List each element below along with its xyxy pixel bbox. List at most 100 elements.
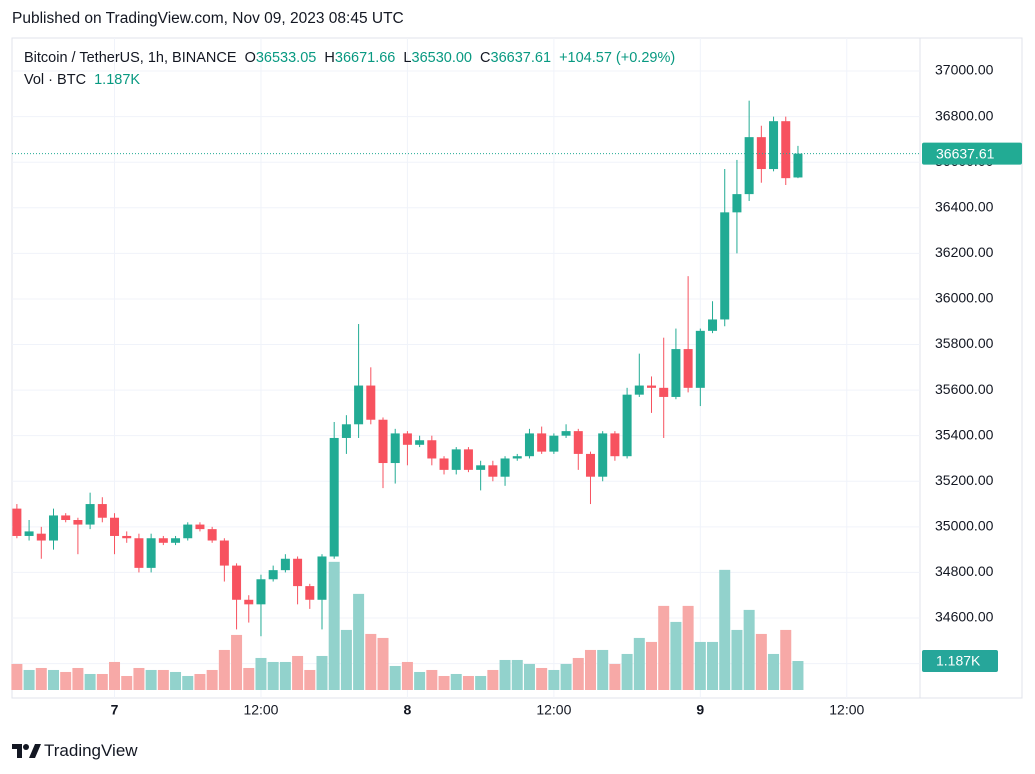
y-tick-label: 34800.00 [935, 563, 994, 579]
candle-body [537, 433, 547, 452]
candle-body [171, 538, 181, 543]
volume-box [922, 650, 998, 673]
candle-body [36, 533, 46, 541]
y-tick-label: 36800.00 [935, 107, 994, 123]
x-tick-label: 9 [696, 702, 704, 718]
candle-body [524, 433, 534, 457]
ohlc-key: O [244, 50, 256, 66]
volume-bar [206, 669, 218, 690]
brand-logo [12, 744, 41, 758]
volume-bar [426, 669, 438, 690]
volume-bar [60, 671, 72, 690]
candle-body [512, 456, 522, 459]
volume-bar [780, 629, 792, 690]
volume-bar [279, 661, 291, 690]
candle-body [97, 504, 107, 518]
candle-body [634, 385, 644, 395]
y-tick-label: 36000.00 [935, 290, 994, 306]
volume-bar [499, 659, 511, 690]
volume-bar [316, 655, 328, 690]
volume-bar [475, 675, 487, 690]
candle-body [683, 349, 693, 388]
x-tick-label: 12:00 [243, 702, 278, 718]
candle-body [390, 433, 400, 464]
volume-bar [450, 673, 462, 690]
candle-body [451, 449, 461, 470]
candle-body [610, 433, 620, 457]
volume-bar [292, 655, 304, 690]
candle-body [720, 212, 730, 320]
plot-frame [11, 37, 1023, 699]
symbol-title: Bitcoin / TetherUS, 1h, BINANCE [24, 50, 237, 66]
volume-bar [255, 657, 267, 690]
volume-bar [719, 569, 731, 690]
volume-bar [731, 629, 743, 690]
candle-body [671, 349, 681, 397]
candle-body [732, 194, 742, 213]
y-tick-label: 36400.00 [935, 198, 994, 214]
candle-body [256, 579, 266, 605]
candle-body [573, 431, 583, 454]
volume-bar [340, 629, 352, 690]
candle-body [549, 435, 559, 452]
candle-body [158, 538, 168, 543]
candle-body [598, 433, 608, 477]
candle-body [756, 137, 766, 170]
volume-bar [633, 637, 645, 690]
volume-bar [377, 637, 389, 690]
volume-bar [35, 667, 47, 690]
candle-body [317, 556, 327, 600]
ohlc-key: C [480, 50, 491, 66]
candle-body [146, 538, 156, 568]
volume-bar [157, 669, 169, 690]
volume-bar [96, 673, 108, 690]
y-tick-label: 35600.00 [935, 381, 994, 397]
candle-body [85, 504, 95, 525]
candle-body [341, 424, 351, 438]
candle-body [585, 453, 595, 477]
volume-axis-label: 1.187K [936, 653, 981, 669]
volume-bar [121, 675, 133, 690]
ohlc-value: 36530.00 [411, 50, 472, 66]
ohlc-value: 36533.05 [255, 50, 317, 66]
candle-body [183, 524, 193, 539]
candle-body [61, 515, 71, 521]
volume-bar [584, 649, 596, 690]
x-tick-label: 7 [111, 702, 119, 718]
published-note: Published on TradingView.com, Nov 09, 20… [12, 10, 404, 27]
legend: Bitcoin / TetherUS, 1h, BINANCE O36533.0… [24, 47, 675, 91]
volume-bar [597, 649, 609, 690]
candle-body [244, 599, 254, 605]
candle-body [793, 153, 803, 178]
legend-row: Bitcoin / TetherUS, 1h, BINANCE O36533.0… [24, 47, 675, 69]
volume-bar [133, 667, 145, 690]
candle-body [354, 385, 364, 425]
y-tick-label: 35000.00 [935, 518, 994, 534]
volume-bar [401, 661, 413, 690]
volume-bar [84, 673, 96, 690]
candle-body [463, 449, 473, 470]
x-tick-label: 12:00 [829, 702, 864, 718]
volume-bar [682, 605, 694, 690]
volume-bar [438, 675, 450, 690]
candle-body [708, 319, 718, 331]
volume-bar [462, 675, 474, 690]
volume-bar [23, 669, 35, 690]
candle-body [207, 529, 217, 541]
y-tick-label: 35800.00 [935, 335, 994, 351]
y-tick-label: 35200.00 [935, 472, 994, 488]
volume-bar [243, 667, 255, 690]
x-tick-label: 8 [404, 702, 412, 718]
ohlc-key: H [324, 50, 335, 66]
volume-bar [755, 633, 767, 690]
candle-body [12, 508, 22, 536]
ohlc-value: 36671.66 [334, 50, 396, 66]
candle-body [744, 137, 754, 195]
volume-bar [218, 649, 230, 690]
candle-body [219, 540, 229, 566]
volume-bar [353, 593, 365, 690]
candle-body [329, 437, 339, 557]
volume-bar [707, 641, 719, 690]
volume-bar [109, 661, 121, 690]
candle-body [268, 570, 278, 580]
